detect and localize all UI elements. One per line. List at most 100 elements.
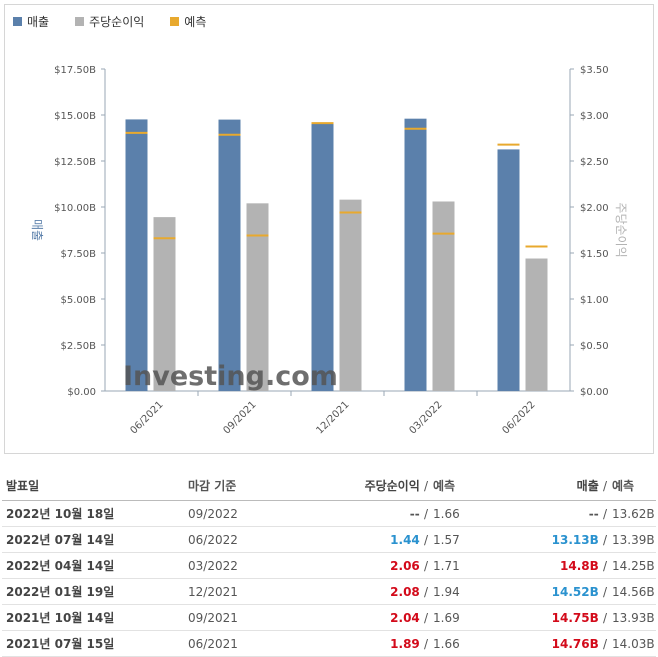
row-revenue-forecast: 13.62B xyxy=(608,500,656,527)
header-eps[interactable]: 주당순이익 / xyxy=(309,470,429,501)
earnings-table: 발표일 마감 기준 주당순이익 / 예측 매출 / 예측 2022년 10월 1… xyxy=(2,470,656,657)
row-revenue-value: 14.52B xyxy=(551,584,599,599)
legend-revenue-label: 매출 xyxy=(27,15,50,29)
legend-eps-label: 주당순이익 xyxy=(89,15,145,29)
legend-forecast-label: 예측 xyxy=(184,15,207,29)
y-axis-title: 매출 xyxy=(30,219,44,241)
header-period[interactable]: 마감 기준 xyxy=(187,470,309,501)
row-date: 2021년 10월 14일 xyxy=(2,604,187,631)
header-revenue-sep: / xyxy=(602,478,607,493)
row-period: 09/2021 xyxy=(187,604,309,631)
row-revenue-sep: / xyxy=(602,558,607,573)
row-revenue: 13.13B / xyxy=(494,526,608,553)
legend-revenue[interactable]: 매출 xyxy=(13,13,49,30)
y-left-tick-label: $2.50B xyxy=(61,341,97,352)
row-eps-value: 2.08 xyxy=(390,584,420,599)
y-right-tick-label: $3.00 xyxy=(580,111,609,122)
earnings-table-area: 발표일 마감 기준 주당순이익 / 예측 매출 / 예측 2022년 10월 1… xyxy=(0,470,658,657)
revenue-bar xyxy=(404,118,427,392)
row-eps: 1.89 / xyxy=(309,630,429,657)
revenue-bar xyxy=(125,119,148,391)
row-revenue-value: 14.8B xyxy=(560,558,599,573)
row-date: 2022년 10월 18일 xyxy=(2,500,187,527)
row-revenue-forecast: 14.56B xyxy=(608,578,656,605)
y2-axis-title: 주당순이익 xyxy=(614,202,628,257)
legend-forecast[interactable]: 예측 xyxy=(170,13,206,30)
row-revenue-value: 13.13B xyxy=(551,532,599,547)
row-period: 03/2022 xyxy=(187,552,309,579)
eps-bar xyxy=(339,199,362,391)
row-eps-forecast: 1.57 xyxy=(429,526,494,553)
row-revenue-sep: / xyxy=(602,584,607,599)
row-date: 2021년 07월 15일 xyxy=(2,630,187,657)
legend-eps-swatch xyxy=(75,17,85,26)
row-revenue: 14.75B / xyxy=(494,604,608,631)
header-revenue-label: 매출 xyxy=(576,478,599,493)
row-eps: 2.08 / xyxy=(309,578,429,605)
header-eps-forecast[interactable]: 예측 xyxy=(429,470,494,501)
eps-bar xyxy=(246,203,269,391)
y-right-tick-label: $0.00 xyxy=(580,387,609,398)
row-revenue: 14.76B / xyxy=(494,630,608,657)
row-period: 06/2022 xyxy=(187,526,309,553)
header-revenue-forecast[interactable]: 예측 xyxy=(608,470,656,501)
y-right-tick-label: $1.50 xyxy=(580,249,609,260)
row-period: 09/2022 xyxy=(187,500,309,527)
row-eps-forecast: 1.69 xyxy=(429,604,494,631)
y-right-tick-label: $1.00 xyxy=(580,295,609,306)
header-revenue[interactable]: 매출 / xyxy=(494,470,608,501)
y-left-tick-label: $17.50B xyxy=(54,65,96,76)
row-eps-sep: / xyxy=(423,532,428,547)
x-tick-label: 06/2021 xyxy=(128,399,165,436)
x-tick-label: 12/2021 xyxy=(314,399,351,436)
table-row: 2022년 01월 19일 12/2021 2.08 /1.94 14.52B /14… xyxy=(2,578,656,605)
eps-bar xyxy=(153,217,176,391)
row-eps: -- / xyxy=(309,500,429,527)
row-revenue: 14.52B / xyxy=(494,578,608,605)
y-right-tick-label: $3.50 xyxy=(580,65,609,76)
row-eps-sep: / xyxy=(423,610,428,625)
row-period: 12/2021 xyxy=(187,578,309,605)
row-date: 2022년 07월 14일 xyxy=(2,526,187,553)
table-header-row: 발표일 마감 기준 주당순이익 / 예측 매출 / 예측 xyxy=(2,470,656,501)
eps-bar xyxy=(525,258,548,391)
row-eps-value: 2.04 xyxy=(390,610,420,625)
row-revenue-sep: / xyxy=(602,636,607,651)
row-eps-value: 2.06 xyxy=(390,558,420,573)
chart-legend: 매출 주당순이익 예측 xyxy=(13,13,206,30)
y-right-tick-label: $2.50 xyxy=(580,157,609,168)
row-revenue: 14.8B / xyxy=(494,552,608,579)
row-revenue-forecast: 13.93B xyxy=(608,604,656,631)
y-left-tick-label: $10.00B xyxy=(54,203,96,214)
y-right-tick-label: $2.00 xyxy=(580,203,609,214)
y-left-tick-label: $12.50B xyxy=(54,157,96,168)
legend-forecast-swatch xyxy=(170,17,180,26)
row-revenue-forecast: 14.25B xyxy=(608,552,656,579)
row-revenue-forecast: 14.03B xyxy=(608,630,656,657)
row-period: 06/2021 xyxy=(187,630,309,657)
row-eps-forecast: 1.94 xyxy=(429,578,494,605)
row-eps: 2.04 / xyxy=(309,604,429,631)
row-revenue-value: -- xyxy=(588,506,599,521)
row-eps-sep: / xyxy=(423,584,428,599)
investing-watermark: Investing.com xyxy=(123,361,338,392)
row-eps-value: -- xyxy=(409,506,420,521)
row-eps-forecast: 1.71 xyxy=(429,552,494,579)
table-row: 2021년 07월 15일 06/2021 1.89 /1.66 14.76B /14… xyxy=(2,630,656,657)
table-row: 2022년 07월 14일 06/2022 1.44 /1.57 13.13B /13… xyxy=(2,526,656,553)
header-eps-sep: / xyxy=(423,478,428,493)
row-eps-value: 1.44 xyxy=(390,532,420,547)
table-row: 2021년 10월 14일 09/2021 2.04 /1.69 14.75B /13… xyxy=(2,604,656,631)
row-eps-sep: / xyxy=(423,636,428,651)
legend-eps[interactable]: 주당순이익 xyxy=(75,13,144,30)
row-eps-value: 1.89 xyxy=(390,636,420,651)
row-eps-forecast: 1.66 xyxy=(429,500,494,527)
header-date[interactable]: 발표일 xyxy=(2,470,187,501)
x-tick-label: 03/2022 xyxy=(407,399,444,436)
y-left-tick-label: $15.00B xyxy=(54,111,96,122)
row-revenue-value: 14.76B xyxy=(551,636,599,651)
header-eps-label: 주당순이익 xyxy=(364,478,420,493)
eps-bar xyxy=(432,201,455,391)
row-eps: 1.44 / xyxy=(309,526,429,553)
row-revenue-sep: / xyxy=(602,610,607,625)
